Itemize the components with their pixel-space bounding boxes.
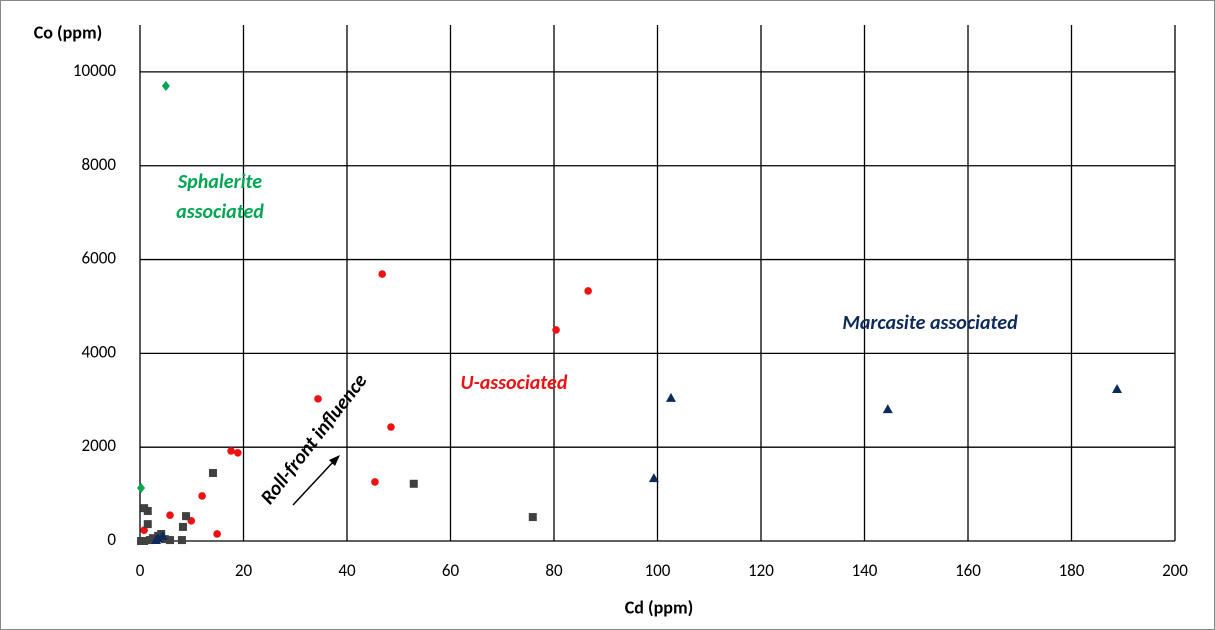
x-tick-label: 0 [136,560,145,581]
point [378,270,386,278]
point [409,479,418,488]
point [528,513,537,522]
annotation: associated [176,200,264,224]
point [314,395,322,403]
annotation: Marcasite associated [842,311,1018,335]
y-tick-label: 6000 [82,248,117,269]
point [178,522,187,531]
point [208,468,217,477]
point [182,512,191,521]
point [151,535,162,545]
annotation: U-associated [461,371,568,395]
y-tick-label: 2000 [82,435,117,456]
point [882,404,893,414]
marks [137,80,1123,545]
x-tick-label: 20 [235,560,253,581]
point [157,530,168,540]
point [665,392,676,402]
x-tick-label: 100 [645,560,671,581]
x-tick-label: 180 [1059,560,1085,581]
annotation: Sphalerite [177,170,262,194]
point [177,536,186,545]
x-tick-label: 80 [545,560,563,581]
point [140,537,149,545]
point [140,526,148,535]
point [166,536,175,545]
grid: 0 2000 4000 6000 8000 10000 0 20 40 60 80 100 120 140… [73,25,1188,581]
point [143,506,152,515]
point [143,520,152,529]
point [1112,384,1123,394]
point [161,80,170,91]
point [198,492,206,500]
point [387,423,395,431]
x-tick-label: 160 [955,560,981,581]
y-axis-title: Co (ppm) [34,21,102,43]
x-tick-label: 60 [442,560,460,581]
x-tick-label: 140 [852,560,878,581]
y-tick-label: 8000 [82,154,117,175]
point [166,511,174,519]
x-axis-title: Cd (ppm) [625,596,693,618]
x-tick-label: 120 [748,560,774,581]
y-tick-label: 0 [107,529,116,550]
point [213,530,221,538]
point [584,287,592,295]
point [552,326,560,334]
point [648,473,659,483]
point [137,482,146,493]
y-tick-label: 10000 [73,60,116,81]
point [234,449,242,457]
point [227,447,235,455]
point [371,478,379,486]
y-tick-label: 4000 [82,341,117,362]
point [148,534,157,543]
arrow-head [329,455,340,466]
arrow [292,460,335,506]
x-tick-label: 200 [1162,560,1188,581]
x-tick-label: 40 [338,560,356,581]
